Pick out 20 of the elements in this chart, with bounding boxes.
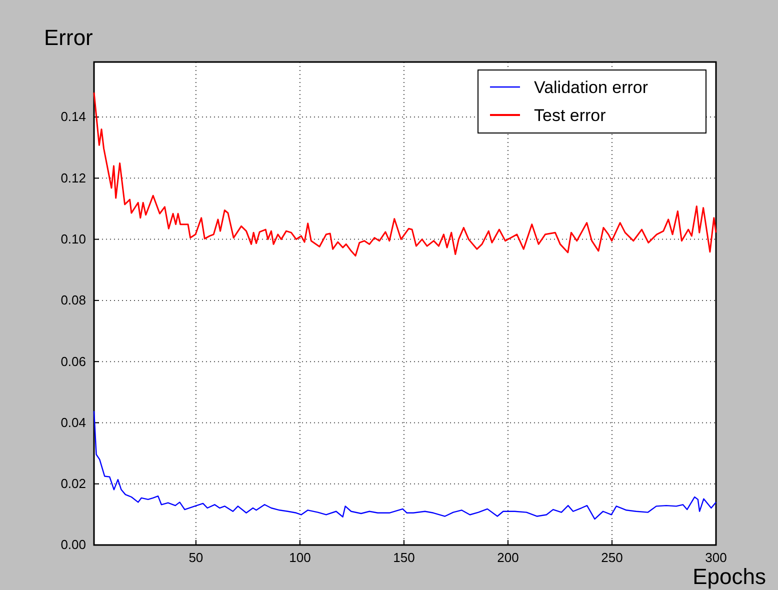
x-tick-label: 50 bbox=[188, 550, 204, 566]
x-tick-label: 100 bbox=[289, 550, 311, 566]
line-series bbox=[93, 410, 717, 520]
y-tick-label: 0.08 bbox=[60, 292, 86, 308]
y-tick-label: 0.06 bbox=[60, 354, 86, 369]
y-axis-title: Error bbox=[44, 25, 93, 50]
y-tick-label: 0.02 bbox=[60, 476, 86, 492]
legend-label: Test error bbox=[534, 106, 606, 125]
line-series bbox=[93, 92, 717, 257]
y-tick-label: 0.00 bbox=[60, 537, 86, 552]
x-tick-label: 300 bbox=[705, 550, 727, 566]
x-tick-label: 200 bbox=[497, 550, 519, 566]
x-tick-label: 150 bbox=[393, 550, 415, 566]
x-axis-title: Epochs bbox=[692, 564, 766, 589]
y-tick-label: 0.10 bbox=[60, 231, 86, 246]
legend-label: Validation error bbox=[534, 78, 648, 97]
x-tick-label: 250 bbox=[601, 550, 623, 566]
y-tick-label: 0.04 bbox=[60, 414, 86, 430]
y-tick-label: 0.12 bbox=[60, 170, 86, 186]
y-tick-label: 0.14 bbox=[60, 109, 86, 124]
